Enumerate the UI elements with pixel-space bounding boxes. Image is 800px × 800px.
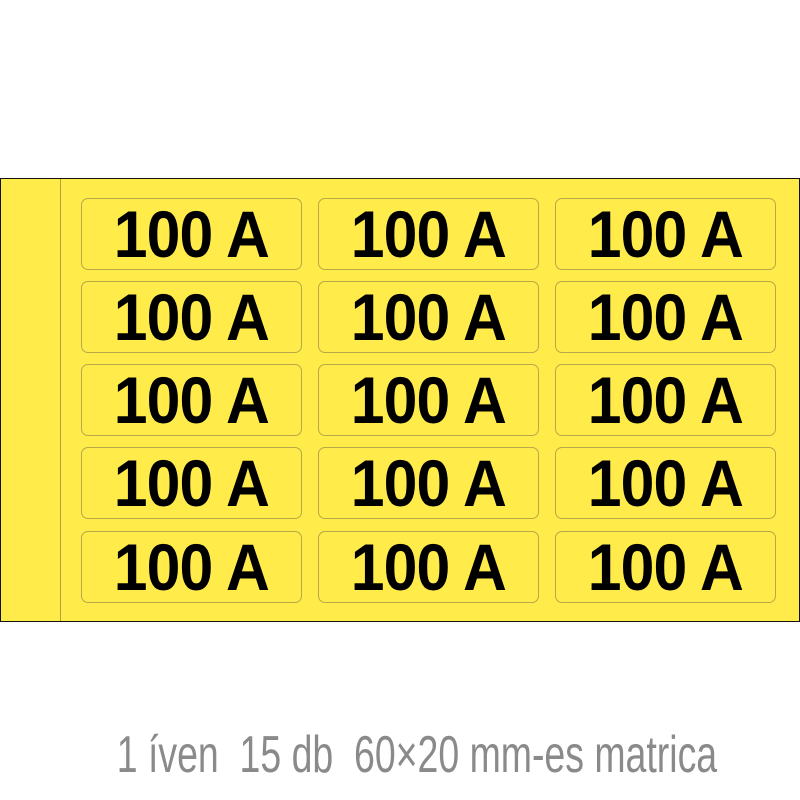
sheet-margin-strip: [1, 179, 61, 621]
sticker-label: 100 A: [555, 197, 776, 271]
sticker-text: 100 A: [113, 530, 270, 604]
sticker-label: 100 A: [555, 446, 776, 520]
sticker-text: 100 A: [350, 280, 507, 354]
sticker-label: 100 A: [555, 530, 776, 604]
sticker-text: 100 A: [113, 363, 270, 437]
sticker-text: 100 A: [113, 197, 270, 271]
sticker-text: 100 A: [587, 280, 744, 354]
sticker-label: 100 A: [318, 280, 539, 354]
sticker-label: 100 A: [318, 197, 539, 271]
sticker-text: 100 A: [350, 363, 507, 437]
sticker-text: 100 A: [113, 280, 270, 354]
sticker-text: 100 A: [350, 446, 507, 520]
product-caption: 1 íven 15 db 60×20 mm-es matrica: [0, 725, 800, 785]
sticker-label: 100 A: [81, 530, 302, 604]
caption-text: 1 íven 15 db 60×20 mm-es matrica: [116, 726, 718, 784]
sticker-label: 100 A: [555, 280, 776, 354]
sticker-label: 100 A: [81, 363, 302, 437]
label-sheet: 100 A 100 A 100 A 100 A 100 A 100 A 100 A 100 A…: [0, 178, 800, 622]
sticker-label: 100 A: [555, 363, 776, 437]
sticker-text: 100 A: [350, 197, 507, 271]
sticker-text: 100 A: [350, 530, 507, 604]
sticker-label: 100 A: [318, 530, 539, 604]
sticker-text: 100 A: [587, 363, 744, 437]
sticker-text: 100 A: [113, 446, 270, 520]
sticker-label: 100 A: [318, 446, 539, 520]
sticker-text: 100 A: [587, 197, 744, 271]
sticker-label: 100 A: [81, 446, 302, 520]
sticker-text: 100 A: [587, 446, 744, 520]
sticker-label: 100 A: [81, 197, 302, 271]
sticker-label: 100 A: [318, 363, 539, 437]
sticker-text: 100 A: [587, 530, 744, 604]
sticker-label: 100 A: [81, 280, 302, 354]
